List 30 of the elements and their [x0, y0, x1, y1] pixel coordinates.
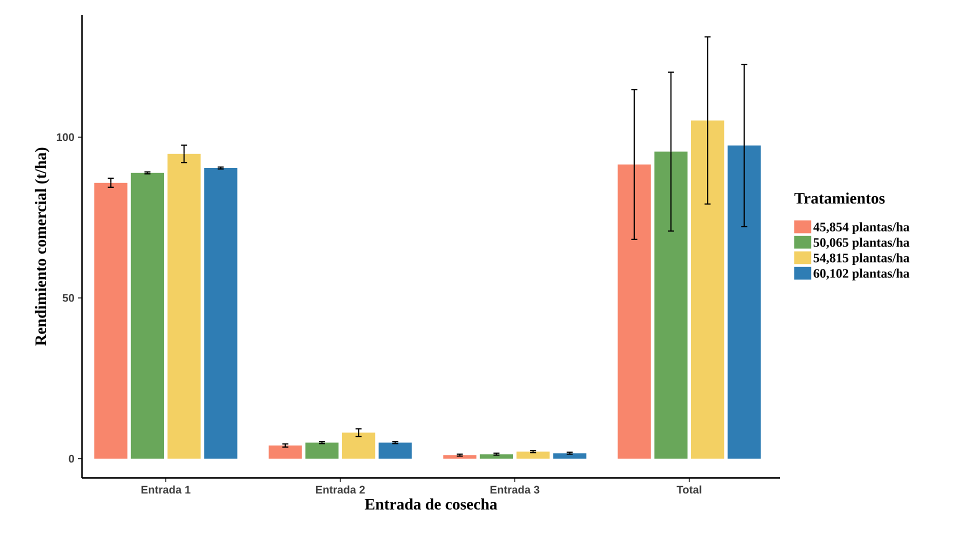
bar — [480, 454, 514, 459]
legend-title: Tratamientos — [794, 192, 885, 204]
legend-label: 60,102 plantas/ha — [814, 268, 910, 280]
y-tick-label: 50 — [62, 294, 74, 302]
y-tick-label: 0 — [68, 454, 74, 463]
y-axis-title: Rendimiento comercial (t/ha) — [34, 148, 50, 346]
bar — [691, 120, 724, 459]
bar — [728, 146, 761, 459]
bar — [168, 154, 201, 459]
bar — [618, 164, 651, 459]
legend-label: 50,065 plantas/ha — [814, 238, 910, 250]
bar — [516, 452, 550, 459]
bar — [553, 453, 586, 459]
bar — [130, 172, 164, 459]
legend-label: 54,815 plantas/ha — [814, 253, 910, 265]
bar — [342, 432, 376, 459]
x-axis-title: Entrada de cosecha — [364, 498, 498, 510]
x-tick-label: Entrada 3 — [490, 486, 540, 494]
bar — [268, 446, 302, 459]
bar — [204, 168, 238, 459]
bar — [654, 152, 688, 459]
x-tick-label: Entrada 2 — [316, 486, 365, 494]
bar — [378, 442, 412, 459]
y-tick-label: 100 — [56, 133, 74, 142]
bar — [94, 182, 128, 459]
bar — [305, 442, 339, 459]
x-tick-label: Entrada 1 — [142, 486, 190, 494]
legend-label: 45,854 plantas/ha — [813, 222, 910, 234]
bar — [443, 455, 476, 459]
x-tick-label: Total — [676, 486, 702, 494]
